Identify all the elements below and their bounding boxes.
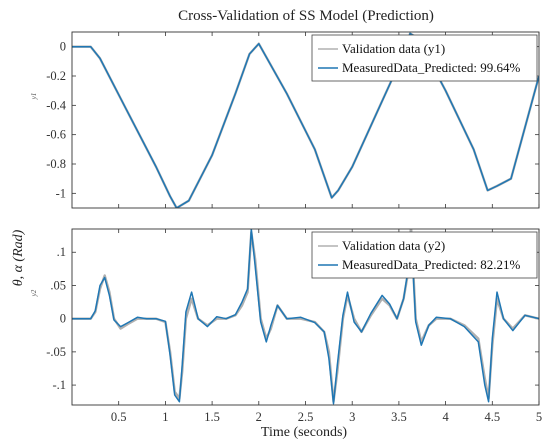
y-tick-label: -.05: [46, 345, 66, 359]
y-tick-label: .1: [57, 245, 66, 259]
chart-title: Cross-Validation of SS Model (Prediction…: [178, 8, 434, 24]
bottom-subplot: .1 .05 0 -.05 -.1 0.5 1 1.5 2 2.5 3 3.5 4 4.5 5 y2 Valid…: [30, 228, 542, 424]
subplot-y-label: y2: [30, 289, 38, 297]
x-tick-label: 4.5: [484, 410, 500, 424]
y-tick-label: -0.8: [46, 157, 66, 171]
legend-entry-label: MeasuredData_Predicted: 99.64%: [342, 60, 521, 75]
x-tick-label: 1.5: [204, 410, 220, 424]
x-tick-label: 3: [349, 410, 355, 424]
x-tick-label: 0.5: [111, 410, 127, 424]
y-tick-label: .05: [50, 278, 66, 292]
top-subplot: 0 -0.2 -0.4 -0.6 -0.8 -1 y1 Validation data (y1…: [30, 31, 540, 209]
y-tick-label: -0.4: [46, 98, 67, 112]
series-line-predicted: [72, 229, 539, 405]
subplot-y-label: y1: [30, 93, 38, 101]
x-tick-label: 2: [256, 410, 262, 424]
legend-entry-label: Validation data (y1): [342, 41, 445, 56]
x-tick-label: 4: [442, 410, 449, 424]
legend-entry-label: Validation data (y2): [342, 238, 445, 253]
x-tick-label: 1: [162, 410, 168, 424]
y-tick-label: -1: [56, 186, 66, 200]
y-tick-label: 0: [60, 40, 66, 54]
y-tick-label: 0: [60, 312, 66, 326]
series-line-predicted: [72, 32, 539, 208]
y-tick-label: -.1: [52, 378, 66, 392]
legend-entry-label: MeasuredData_Predicted: 82.21%: [342, 257, 521, 272]
shared-y-axis-label: θ, α (Rad): [11, 229, 26, 286]
x-tick-label: 2.5: [298, 410, 314, 424]
y-tick-label: -0.2: [46, 69, 66, 83]
axes-frame: [71, 31, 540, 209]
y-tick-label: -0.6: [46, 128, 66, 142]
x-tick-label: 3.5: [391, 410, 407, 424]
x-tick-label: 5: [536, 410, 542, 424]
legend: [311, 231, 538, 279]
x-axis-label: Time (seconds): [261, 425, 348, 440]
legend: [311, 34, 538, 82]
axes-frame: [71, 228, 540, 406]
